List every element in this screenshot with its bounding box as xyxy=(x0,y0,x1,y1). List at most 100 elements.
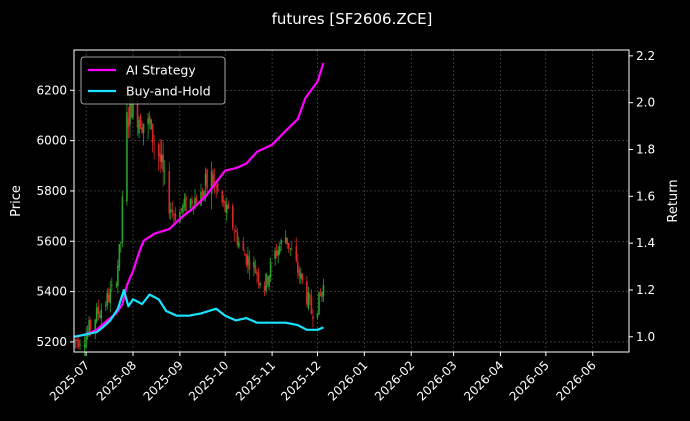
candlesticks xyxy=(73,80,325,357)
candle-body xyxy=(256,271,258,275)
legend-label: AI Strategy xyxy=(126,63,196,78)
plot-frame xyxy=(73,49,630,353)
candle-body xyxy=(179,211,181,223)
x-tick-label: 2026-05 xyxy=(507,358,552,403)
candle-body xyxy=(321,292,323,298)
candle-body xyxy=(287,242,290,249)
candle-body xyxy=(257,273,260,282)
candle-body xyxy=(95,307,98,322)
x-tick-label: 2025-12 xyxy=(278,358,323,403)
candle-body xyxy=(277,250,279,256)
candle-body xyxy=(280,240,282,245)
candle-body xyxy=(141,127,143,133)
candle-body xyxy=(88,320,90,335)
candle-body xyxy=(318,292,320,315)
candle-body xyxy=(98,315,101,318)
candle-body xyxy=(104,304,107,307)
candle-body xyxy=(247,255,249,266)
candle-body xyxy=(76,339,78,342)
candle-body xyxy=(169,209,172,213)
candle-body xyxy=(195,198,198,204)
candle-body xyxy=(289,248,292,250)
candle-body xyxy=(286,237,289,245)
candle-body xyxy=(275,250,278,257)
candle-body xyxy=(233,231,236,233)
candle-body xyxy=(244,253,246,256)
candle-body xyxy=(238,242,240,247)
x-tick-label: 2026-04 xyxy=(461,358,506,403)
candle-body xyxy=(269,261,272,278)
y-tick-label-left: 6200 xyxy=(36,83,67,97)
y-tick-label-right: 1.4 xyxy=(636,236,655,250)
x-tick-label: 2026-02 xyxy=(372,358,417,403)
candle-body xyxy=(225,204,228,213)
candle-body xyxy=(253,261,255,268)
candle-body xyxy=(153,143,155,145)
candle-body xyxy=(227,204,230,209)
y-tick-label-right: 1.8 xyxy=(636,142,655,156)
candle-body xyxy=(94,319,96,331)
candle-body xyxy=(150,119,152,129)
candle-body xyxy=(248,258,251,271)
series-line-buy-and-hold xyxy=(73,288,324,338)
candle-body xyxy=(213,181,216,183)
y-tick-label-left: 5400 xyxy=(36,285,67,299)
candle-body xyxy=(265,273,267,291)
candle-body xyxy=(89,319,92,330)
candle-body xyxy=(215,184,217,187)
candle-body xyxy=(245,254,248,265)
candle-body xyxy=(306,280,308,305)
series-lines xyxy=(73,62,325,338)
candle-body xyxy=(201,191,204,198)
candle-body xyxy=(180,208,183,211)
x-tick-label: 2025-09 xyxy=(141,358,186,403)
x-tick-label: 2025-07 xyxy=(47,358,92,403)
x-tick-label: 2025-08 xyxy=(94,358,139,403)
candle-body xyxy=(109,289,112,304)
y-tick-label-left: 5200 xyxy=(36,335,67,349)
candle-body xyxy=(224,201,227,212)
candle-body xyxy=(231,205,234,229)
candle-body xyxy=(222,200,225,203)
candle-body xyxy=(142,123,145,133)
candle-body xyxy=(147,118,149,125)
legend-label: Buy-and-Hold xyxy=(126,84,211,99)
candle-body xyxy=(301,274,304,281)
candle-body xyxy=(183,198,186,208)
y-axis-label-right: Return xyxy=(666,179,681,222)
candle-body xyxy=(236,232,239,245)
candle-body xyxy=(163,170,166,172)
candle-body xyxy=(106,292,109,306)
candle-body xyxy=(235,230,237,232)
candle-body xyxy=(189,199,192,208)
candle-body xyxy=(242,241,245,251)
candle-body xyxy=(203,191,205,196)
candle-body xyxy=(168,171,171,214)
candle-body xyxy=(115,284,118,286)
candle-body xyxy=(79,344,81,346)
candle-body xyxy=(77,339,80,347)
candle-body xyxy=(194,197,196,209)
y-tick-label-left: 5600 xyxy=(36,234,67,248)
y-tick-label-left: 5800 xyxy=(36,184,67,198)
candle-body xyxy=(254,265,257,273)
candle-body xyxy=(259,282,261,286)
candle-body xyxy=(159,153,161,162)
candle-body xyxy=(121,196,124,243)
candle-body xyxy=(173,214,175,216)
candle-body xyxy=(139,116,142,130)
candle-body xyxy=(310,297,313,314)
candle-body xyxy=(297,262,299,273)
candle-body xyxy=(309,294,311,299)
candle-body xyxy=(278,246,281,254)
candle-body xyxy=(138,120,140,134)
candle-body xyxy=(263,286,266,292)
candle-body xyxy=(157,144,160,156)
candle-body xyxy=(298,269,301,277)
candle-body xyxy=(204,173,207,187)
candle-body xyxy=(129,97,131,125)
candle-body xyxy=(200,191,202,206)
candle-body xyxy=(74,339,77,341)
candle-body xyxy=(83,344,86,348)
candle-body xyxy=(127,118,130,127)
